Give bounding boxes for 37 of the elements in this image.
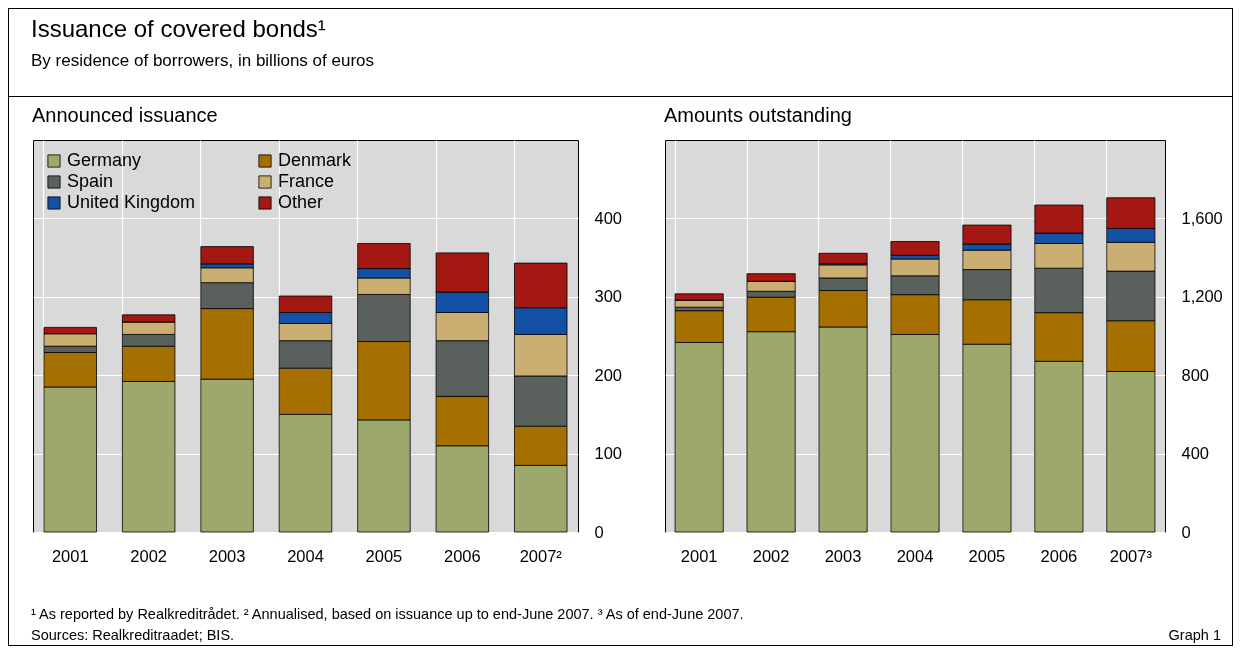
x-tick-label: 2003 bbox=[824, 546, 862, 565]
x-tick-label: 2005 bbox=[365, 546, 403, 565]
chart-title: Amounts outstanding bbox=[664, 104, 852, 126]
x-tick-label: 2006 bbox=[443, 546, 481, 565]
y-tick-label: 400 bbox=[1181, 444, 1210, 463]
y-tick-label: 1,200 bbox=[1181, 287, 1223, 306]
text: Issuance of covered bonds¹ bbox=[31, 15, 327, 43]
x-tick-label: 2003 bbox=[208, 546, 246, 565]
x-tick-label: 2007² bbox=[519, 546, 563, 565]
x-tick-label: 2001 bbox=[680, 546, 718, 565]
y-tick-label: 200 bbox=[594, 365, 623, 384]
legend-label: Other bbox=[278, 192, 324, 212]
y-tick-label: 1,600 bbox=[1181, 208, 1223, 227]
y-tick-label: 400 bbox=[594, 208, 623, 227]
chart-title: Announced issuance bbox=[32, 104, 218, 126]
caption: Graph 1 bbox=[1168, 626, 1221, 645]
source-note: Sources: Realkreditraadet; BIS. bbox=[31, 627, 235, 643]
x-tick-label: 2001 bbox=[51, 546, 89, 565]
legend-label: France bbox=[278, 171, 335, 191]
y-tick-label: 800 bbox=[1181, 365, 1210, 384]
x-tick-label: 2002 bbox=[752, 546, 790, 565]
x-tick-label: 2006 bbox=[1040, 546, 1078, 565]
x-tick-label: 2004 bbox=[896, 546, 934, 565]
x-tick-label: 2005 bbox=[968, 546, 1006, 565]
y-tick-label: 300 bbox=[594, 287, 623, 306]
legend-label: Spain bbox=[67, 171, 114, 191]
legend-label: United Kingdom bbox=[67, 192, 196, 212]
legend-label: Germany bbox=[67, 150, 142, 170]
x-tick-label: 2007³ bbox=[1109, 546, 1153, 565]
legend-label: Denmark bbox=[278, 150, 353, 170]
x-tick-label: 2004 bbox=[287, 546, 324, 565]
y-tick-label: 0 bbox=[594, 522, 604, 541]
y-tick-label: 100 bbox=[594, 444, 623, 463]
y-tick-label: 0 bbox=[1181, 522, 1191, 541]
x-tick-label: 2002 bbox=[130, 546, 168, 565]
text: By residence of borrowers, in billions of euros bbox=[31, 51, 375, 71]
text: ¹ As reported by Realkreditrådet. ² Annualised, based on issuance up to end-June 2007. ³ As of end-June 2007. bbox=[31, 605, 745, 624]
